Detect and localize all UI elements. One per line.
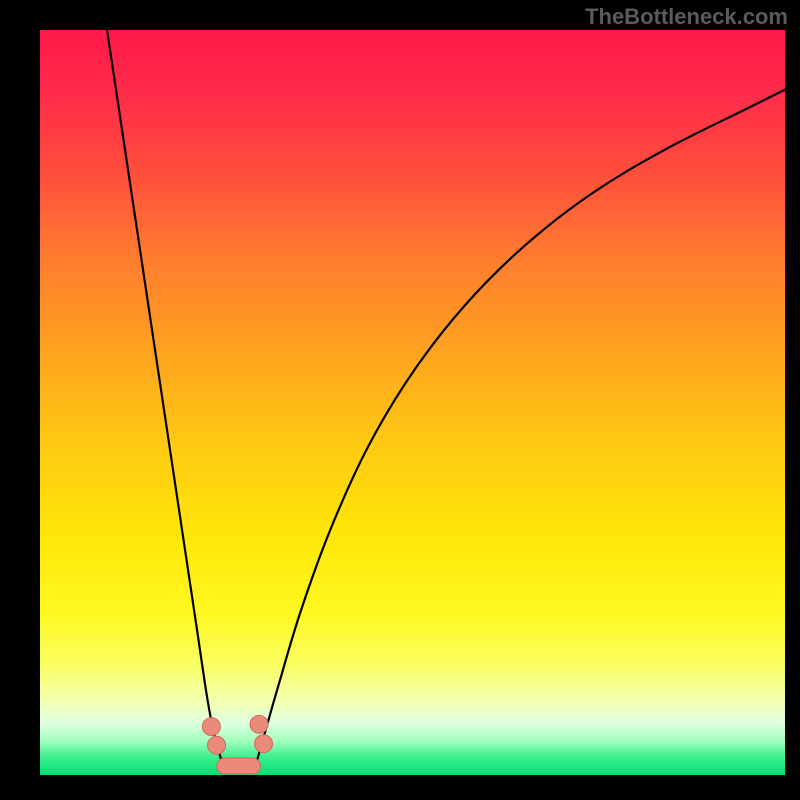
bottleneck-curve-chart (40, 30, 785, 775)
marker-dot (255, 735, 273, 753)
watermark-text: TheBottleneck.com (585, 4, 788, 30)
marker-dot (250, 715, 268, 733)
marker-dot (202, 718, 220, 736)
plot-area (40, 30, 785, 775)
right-curve (256, 90, 785, 764)
left-curve (107, 30, 222, 764)
marker-capsule (217, 758, 261, 774)
marker-dot (208, 736, 226, 754)
